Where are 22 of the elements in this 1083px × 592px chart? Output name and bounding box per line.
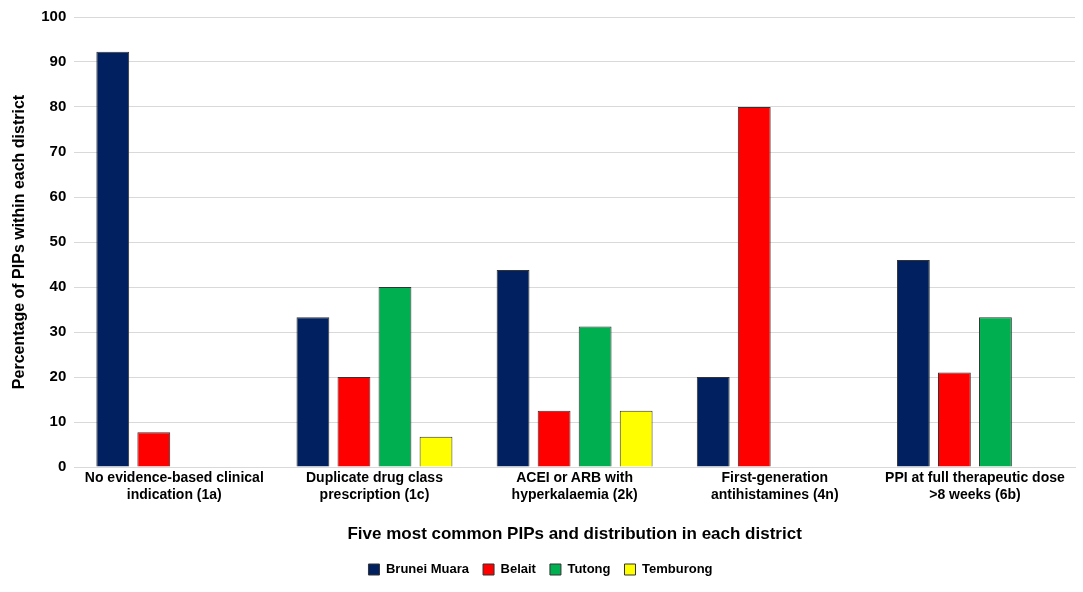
legend-label: Temburong bbox=[642, 561, 713, 577]
y-tick-label: 60 bbox=[49, 187, 67, 205]
x-tick-label: No evidence-based clinical indication (1a) bbox=[84, 469, 264, 503]
legend-label: Belait bbox=[500, 561, 537, 577]
x-tick-label: PPI at full therapeutic dose >8 weeks (6b) bbox=[885, 469, 1065, 503]
y-tick-label: 70 bbox=[49, 142, 67, 160]
y-axis-title: Percentage of PIPs within each district bbox=[10, 94, 28, 390]
y-tick-label: 10 bbox=[49, 412, 67, 430]
x-tick-label: ACEI or ARB with hyperkalaemia (2k) bbox=[511, 469, 638, 503]
x-tick-label: First-generation antihistamines (4n) bbox=[710, 469, 839, 503]
legend-label: Tutong bbox=[567, 561, 611, 577]
y-tick-label: 20 bbox=[49, 367, 67, 385]
y-tick-label: 90 bbox=[49, 52, 67, 70]
legend-label: Brunei Muara bbox=[385, 561, 470, 577]
x-tick-label: Duplicate drug class prescription (1c) bbox=[305, 469, 444, 503]
x-axis-title: Five most common PIPs and distribution in each district bbox=[347, 524, 803, 544]
y-tick-label: 100 bbox=[41, 7, 67, 25]
y-tick-label: 30 bbox=[49, 322, 67, 340]
y-tick-label: 0 bbox=[57, 457, 67, 475]
y-tick-label: 80 bbox=[49, 97, 67, 115]
y-tick-label: 50 bbox=[49, 232, 67, 250]
y-tick-label: 40 bbox=[49, 277, 67, 295]
